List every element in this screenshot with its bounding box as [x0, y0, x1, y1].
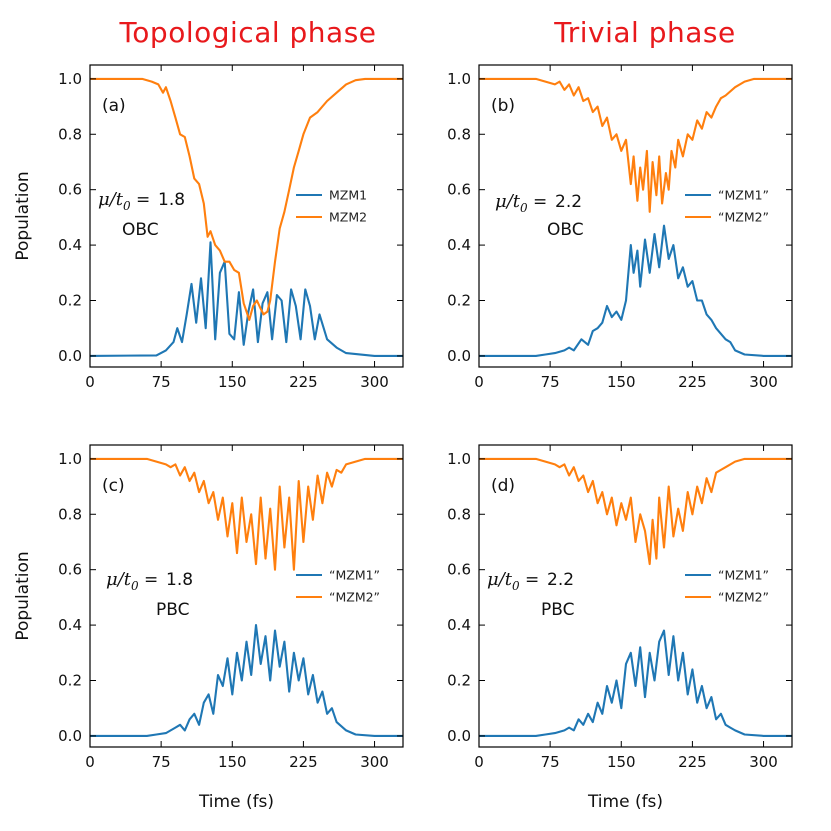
x-tick-label: 150 — [218, 753, 247, 771]
x-tick-label: 75 — [541, 373, 560, 391]
legend-entry: MZM1 — [329, 188, 367, 203]
panel-c: 0 75 150 225 300 0.0 0.2 0.4 0.6 0.8 1.0 Population… — [13, 444, 404, 812]
left-column-title: Topological phase — [118, 16, 376, 49]
legend-entry: “MZM2” — [718, 590, 769, 605]
plot-frame — [478, 64, 793, 368]
y-tick-label: 0.4 — [447, 616, 471, 634]
x-tick-label: 0 — [85, 753, 95, 771]
legend-entry: “MZM2” — [718, 210, 769, 225]
mu-ratio-symbol: μ/t0 = — [98, 189, 150, 213]
series-line-mzm2 — [90, 77, 403, 321]
y-tick-label: 0.0 — [447, 347, 471, 365]
mu-value: 1.8 — [158, 190, 185, 210]
x-axis-label: Time (fs) — [587, 792, 663, 812]
panel-label: (d) — [491, 476, 515, 496]
x-tick-label: 150 — [218, 373, 247, 391]
legend-entry: “MZM1” — [718, 188, 769, 203]
legend-entry: “MZM2” — [329, 590, 380, 605]
legend-entry: MZM2 — [329, 210, 367, 225]
series-line-mzm1 — [90, 624, 403, 737]
y-tick-label: 0.6 — [447, 181, 471, 199]
mu-value: 1.8 — [166, 570, 193, 590]
x-tick-label: 150 — [607, 753, 636, 771]
y-tick-label: 0.2 — [447, 292, 471, 310]
y-tick-label: 0.8 — [58, 505, 82, 523]
x-tick-label: 225 — [678, 753, 707, 771]
legend-entry: “MZM1” — [718, 568, 769, 583]
x-tick-label: 75 — [152, 753, 171, 771]
x-tick-label: 0 — [474, 373, 484, 391]
x-tick-label: 0 — [85, 373, 95, 391]
legend: MZM1 MZM2 — [296, 188, 367, 225]
y-tick-label: 1.0 — [447, 450, 471, 468]
x-tick-label: 225 — [289, 753, 318, 771]
y-tick-label: 0.0 — [58, 727, 82, 745]
mu-annotation: μ/t0 = 1.8 — [106, 569, 193, 593]
y-tick-label: 0.6 — [447, 561, 471, 579]
panel-b: 0 75 150 225 300 0.0 0.2 0.4 0.6 0.8 1.0 (b) μ/t0 = 2… — [447, 64, 793, 391]
y-tick-label: 0.4 — [58, 236, 82, 254]
panel-a: 0 75 150 225 300 0.0 0.2 0.4 0.6 0.8 1.0 Population… — [13, 64, 404, 391]
x-tick-label: 150 — [607, 373, 636, 391]
mu-value: 2.2 — [547, 570, 574, 590]
y-tick-label: 1.0 — [447, 70, 471, 88]
right-column-title: Trivial phase — [553, 16, 735, 49]
x-tick-label: 0 — [474, 753, 484, 771]
mu-ratio-symbol: μ/t0 = — [495, 191, 547, 215]
legend: “MZM1” “MZM2” — [296, 568, 380, 605]
y-axis-label: Population — [13, 551, 33, 640]
panel-label: (c) — [102, 476, 125, 496]
legend-entry: “MZM1” — [329, 568, 380, 583]
panel-label: (a) — [102, 96, 126, 116]
y-tick-label: 0.6 — [58, 561, 82, 579]
y-tick-label: 0.8 — [58, 125, 82, 143]
mu-value: 2.2 — [555, 192, 582, 212]
legend: “MZM1” “MZM2” — [685, 188, 769, 225]
plot-frame — [89, 64, 404, 368]
y-tick-label: 0.8 — [447, 125, 471, 143]
panel-d: 0 75 150 225 300 0.0 0.2 0.4 0.6 0.8 1.0 Time (fs) (… — [447, 444, 793, 812]
x-tick-label: 300 — [360, 373, 389, 391]
series-line-mzm1 — [479, 224, 792, 357]
y-tick-label: 0.0 — [447, 727, 471, 745]
mu-annotation: μ/t0 = 1.8 — [98, 189, 185, 213]
y-tick-label: 0.4 — [447, 236, 471, 254]
series-line-mzm2 — [479, 457, 792, 566]
series-line-mzm1 — [479, 629, 792, 737]
boundary-condition-label: OBC — [547, 220, 584, 240]
y-tick-label: 0.2 — [447, 672, 471, 690]
y-tick-label: 0.0 — [58, 347, 82, 365]
panel-label: (b) — [491, 96, 515, 116]
plot-frame — [478, 444, 793, 748]
y-tick-label: 0.6 — [58, 181, 82, 199]
y-tick-label: 1.0 — [58, 450, 82, 468]
y-tick-label: 0.8 — [447, 505, 471, 523]
mu-annotation: μ/t0 = 2.2 — [495, 191, 582, 215]
plot-frame — [89, 444, 404, 748]
x-tick-label: 300 — [360, 753, 389, 771]
x-tick-label: 225 — [678, 373, 707, 391]
boundary-condition-label: PBC — [156, 600, 190, 620]
y-axis-label: Population — [13, 171, 33, 260]
y-tick-label: 0.2 — [58, 292, 82, 310]
x-axis-label: Time (fs) — [198, 792, 274, 812]
x-tick-label: 225 — [289, 373, 318, 391]
boundary-condition-label: OBC — [122, 220, 159, 240]
x-tick-label: 300 — [749, 753, 778, 771]
y-tick-label: 1.0 — [58, 70, 82, 88]
mu-annotation: μ/t0 = 2.2 — [487, 569, 574, 593]
series-line-mzm2 — [90, 457, 403, 571]
series-line-mzm2 — [479, 77, 792, 213]
legend: “MZM1” “MZM2” — [685, 568, 769, 605]
x-tick-label: 300 — [749, 373, 778, 391]
y-tick-label: 0.2 — [58, 672, 82, 690]
x-tick-label: 75 — [152, 373, 171, 391]
series-line-mzm1 — [89, 241, 403, 357]
mu-ratio-symbol: μ/t0 = — [106, 569, 158, 593]
y-tick-label: 0.4 — [58, 616, 82, 634]
x-tick-label: 75 — [541, 753, 560, 771]
mu-ratio-symbol: μ/t0 = — [487, 569, 539, 593]
boundary-condition-label: PBC — [541, 600, 575, 620]
